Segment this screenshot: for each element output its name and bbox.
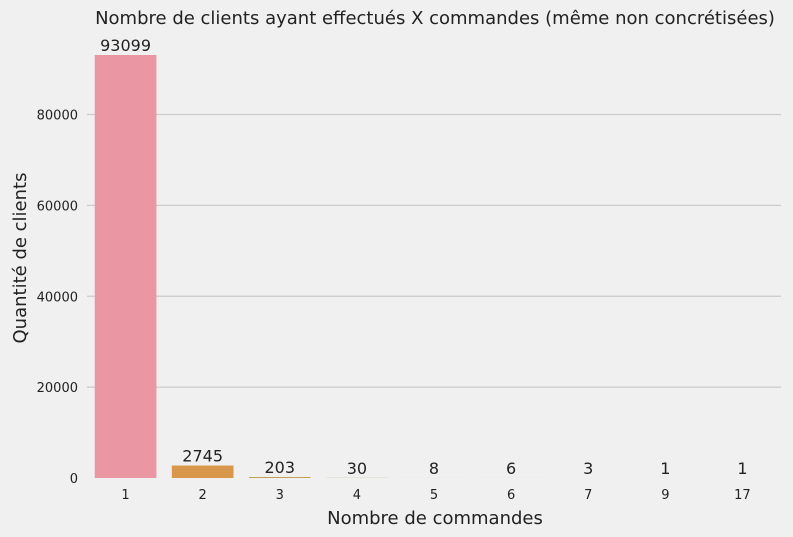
x-axis-ticks: 1 2 3 4 5 6 7 9 17 xyxy=(121,488,750,503)
bar-data-label: 30 xyxy=(347,459,367,478)
y-tick-label: 0 xyxy=(70,472,78,487)
x-tick-label: 5 xyxy=(430,488,438,503)
x-tick-label: 4 xyxy=(353,488,361,503)
bar xyxy=(248,477,311,478)
bar-data-label: 1 xyxy=(737,459,747,478)
y-tick-label: 80000 xyxy=(37,109,78,124)
bar-data-label: 1 xyxy=(660,459,670,478)
bar-data-label: 3 xyxy=(583,459,593,478)
bar-data-label: 203 xyxy=(265,458,296,477)
x-tick-label: 1 xyxy=(121,488,129,503)
bar xyxy=(94,55,157,478)
bar-labels: 93099 2745 203 30 8 6 3 1 1 xyxy=(100,36,747,478)
x-axis-label: Nombre de commandes xyxy=(327,508,543,529)
x-tick-label: 6 xyxy=(507,488,515,503)
bar-data-label: 2745 xyxy=(182,447,223,466)
bar-data-label: 8 xyxy=(429,459,439,478)
x-tick-label: 9 xyxy=(661,488,669,503)
x-tick-label: 7 xyxy=(584,488,592,503)
gridlines xyxy=(87,113,781,388)
y-tick-label: 40000 xyxy=(37,290,78,305)
bar-data-label: 93099 xyxy=(100,36,151,55)
y-tick-label: 60000 xyxy=(37,199,78,214)
bar xyxy=(171,465,234,478)
bar-data-label: 6 xyxy=(506,459,516,478)
x-tick-label: 17 xyxy=(734,488,751,503)
bars xyxy=(94,55,774,478)
chart-title: Nombre de clients ayant effectués X comm… xyxy=(95,8,775,29)
y-axis-label: Quantité de clients xyxy=(10,173,31,344)
y-tick-label: 20000 xyxy=(37,381,78,396)
x-tick-label: 2 xyxy=(199,488,207,503)
x-tick-label: 3 xyxy=(276,488,284,503)
y-axis-ticks: 0 20000 40000 60000 80000 xyxy=(37,109,78,487)
